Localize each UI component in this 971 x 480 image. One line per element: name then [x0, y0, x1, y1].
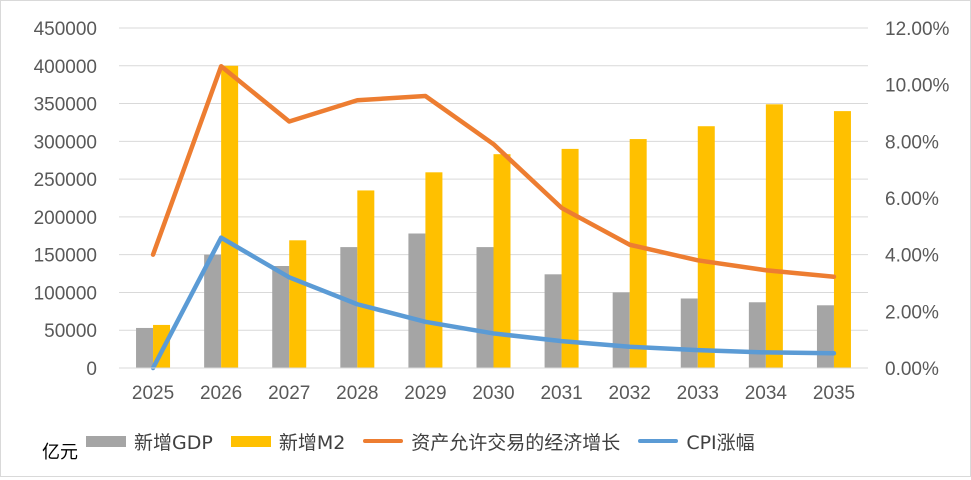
- bar-m2: [697, 126, 715, 368]
- legend-item-m2: 新增M2: [230, 428, 346, 455]
- left-tick-label: 150000: [34, 246, 97, 267]
- left-tick-label: 400000: [34, 57, 97, 78]
- bar-gdp: [816, 305, 834, 368]
- x-tick-label: 2027: [268, 383, 310, 404]
- x-tick-label: 2033: [677, 383, 719, 404]
- bar-m2: [833, 111, 851, 368]
- x-tick-label: 2029: [404, 383, 446, 404]
- legend-label-growth: 资产允许交易的经济增长: [411, 431, 621, 454]
- bar-m2: [629, 139, 647, 368]
- legend-swatch-growth: [363, 439, 404, 443]
- bar-gdp: [340, 247, 358, 368]
- left-tick-label: 200000: [34, 208, 97, 229]
- left-tick-label: 0: [86, 359, 97, 380]
- x-tick-label: 2028: [336, 383, 378, 404]
- x-tick-label: 2031: [540, 383, 582, 404]
- x-tick-label: 2034: [745, 383, 788, 404]
- x-tick-label: 2030: [472, 383, 514, 404]
- legend-swatch-gdp: [86, 435, 126, 447]
- left-tick-label: 250000: [34, 170, 97, 191]
- bar-gdp: [476, 247, 494, 368]
- legend-label-m2: 新增M2: [278, 431, 346, 454]
- legend-label-cpi: CPI涨幅: [686, 431, 755, 454]
- left-tick-label: 100000: [34, 283, 97, 304]
- right-tick-label: 8.00%: [885, 132, 939, 153]
- x-tick-label: 2026: [200, 383, 242, 404]
- right-tick-label: 4.00%: [885, 246, 939, 267]
- bar-gdp: [272, 266, 290, 368]
- bar-m2: [221, 65, 239, 369]
- legend-item-gdp: 新增GDP: [86, 428, 213, 455]
- bar-gdp: [748, 302, 766, 368]
- bar-m2: [425, 172, 443, 368]
- bar-gdp: [408, 233, 426, 368]
- left-tick-label: 300000: [34, 132, 97, 153]
- left-tick-label: 450000: [34, 19, 97, 40]
- line-series: [150, 64, 837, 371]
- bar-m2: [765, 104, 783, 369]
- bar-m2: [357, 190, 375, 368]
- right-tick-label: 10.00%: [885, 76, 950, 97]
- line-asset-growth: [150, 64, 837, 280]
- x-tick-label: 2025: [132, 383, 174, 404]
- right-tick-label: 12.00%: [885, 19, 950, 40]
- left-tick-label: 50000: [44, 321, 97, 342]
- bar-gdp: [136, 327, 154, 368]
- bar-m2: [561, 148, 579, 368]
- right-tick-label: 0.00%: [885, 359, 939, 380]
- legend-label-gdp: 新增GDP: [134, 431, 213, 454]
- right-tick-label: 2.00%: [885, 302, 939, 323]
- line-cpi: [150, 235, 837, 371]
- left-tick-label: 350000: [34, 95, 97, 116]
- legend-item-growth: 资产允许交易的经济增长: [363, 428, 620, 455]
- bar-m2: [289, 240, 307, 368]
- bar-m2: [493, 154, 511, 368]
- x-tick-label: 2032: [609, 383, 651, 404]
- x-tick-label: 2035: [813, 383, 855, 404]
- bar-gdp: [204, 254, 222, 368]
- legend-swatch-cpi: [638, 439, 679, 443]
- legend: 新增GDP 新增M2 资产允许交易的经济增长 CPI涨幅: [60, 426, 755, 456]
- bar-gdp: [680, 298, 698, 368]
- bar-gdp: [612, 292, 630, 368]
- bar-series: [136, 65, 851, 369]
- legend-item-cpi: CPI涨幅: [638, 428, 755, 455]
- axes: 0 50000 100000 150000 200000 250000 300000 3500…: [34, 19, 950, 404]
- bar-gdp: [544, 274, 562, 368]
- legend-swatch-m2: [230, 435, 271, 447]
- unit-label: 亿元: [42, 442, 78, 463]
- right-tick-label: 6.00%: [885, 189, 939, 210]
